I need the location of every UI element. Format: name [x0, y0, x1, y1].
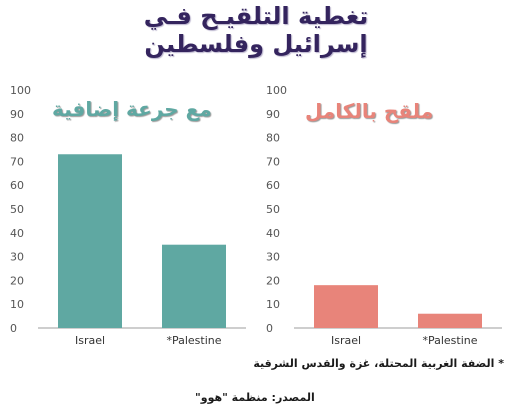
y-tick-label: 90 — [10, 108, 24, 121]
x-tick-label: Israel — [75, 334, 105, 347]
y-tick-label: 100 — [10, 84, 31, 97]
source-note: المصدر: منظمة "هوو" — [195, 391, 315, 404]
footnote: * الضفة الغربية المحتلة، غزة والقدس الشر… — [253, 357, 504, 370]
fully-vaccinated-chart: 0 10 20 30 40 50 60 70 80 90 100 Israel *Palestine — [266, 84, 502, 347]
y-tick-label: 40 — [266, 227, 280, 240]
y-tick-label: 60 — [266, 179, 280, 192]
x-tick-label: *Palestine — [422, 334, 477, 347]
page-title-line-1: تغطية التلقيـح فـي — [143, 2, 369, 30]
bar-israel — [58, 154, 122, 328]
y-tick-label: 30 — [10, 251, 24, 264]
y-tick-label: 20 — [266, 274, 280, 287]
additional-dose-chart: 0 10 20 30 40 50 60 70 80 90 100 Israel *Palestine — [10, 84, 246, 347]
x-tick-label: Israel — [331, 334, 361, 347]
y-tick-label: 10 — [10, 298, 24, 311]
y-tick-label: 0 — [266, 322, 273, 335]
bar-israel — [314, 285, 378, 328]
y-tick-label: 70 — [10, 155, 24, 168]
bar-palestine — [162, 244, 226, 328]
y-tick-label: 20 — [10, 274, 24, 287]
y-tick-label: 10 — [266, 298, 280, 311]
y-tick-label: 0 — [10, 322, 17, 335]
y-tick-label: 50 — [266, 203, 280, 216]
left-chart-title: مع جرعة إضافية — [52, 97, 212, 121]
page-title-line-2: إسرائيل وفلسطين — [144, 30, 368, 58]
y-tick-label: 50 — [10, 203, 24, 216]
y-tick-label: 100 — [266, 84, 287, 97]
bar-palestine — [418, 313, 482, 328]
y-tick-label: 80 — [266, 132, 280, 145]
x-tick-label: *Palestine — [166, 334, 221, 347]
y-tick-label: 90 — [266, 108, 280, 121]
right-chart-title: ملقح بالكامل — [305, 99, 434, 123]
y-tick-label: 30 — [266, 251, 280, 264]
y-tick-label: 40 — [10, 227, 24, 240]
y-tick-label: 60 — [10, 179, 24, 192]
y-tick-label: 80 — [10, 132, 24, 145]
y-tick-label: 70 — [266, 155, 280, 168]
